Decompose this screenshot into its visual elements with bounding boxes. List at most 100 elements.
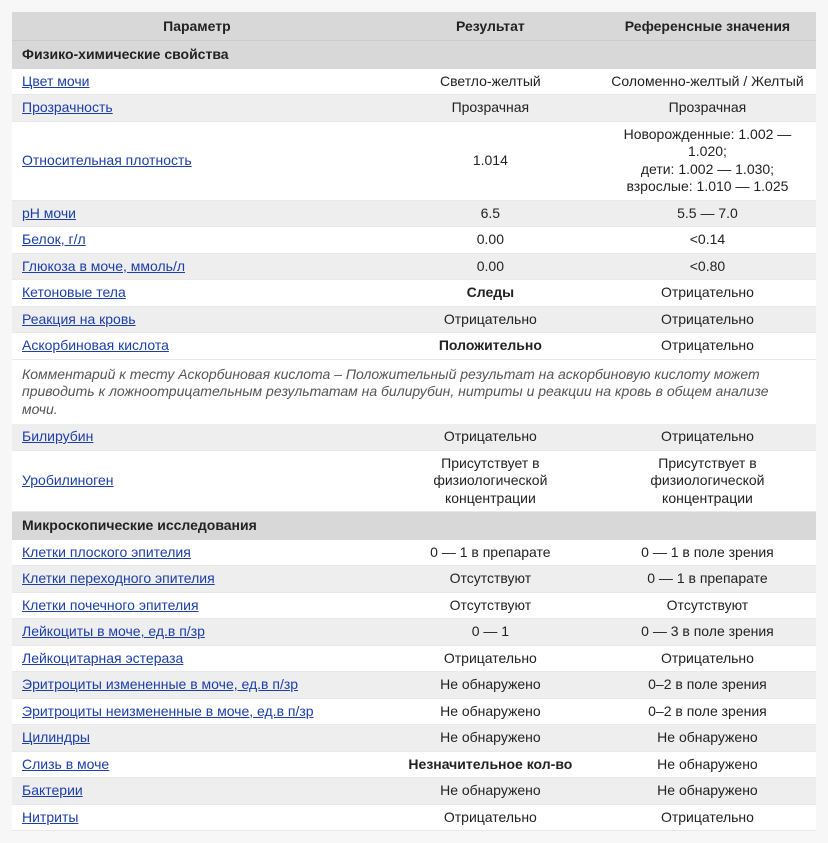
param-cell: Эритроциты измененные в моче, ед.в п/зр xyxy=(12,672,382,699)
param-cell: pH мочи xyxy=(12,200,382,227)
result-cell: 0.00 xyxy=(382,227,599,254)
table-row: Клетки плоского эпителия 0 — 1 в препарат… xyxy=(12,540,816,566)
result-cell: Отсутствуют xyxy=(382,592,599,619)
param-link[interactable]: pH мочи xyxy=(22,205,76,221)
param-cell: Кетоновые тела xyxy=(12,280,382,307)
reference-cell: Не обнаружено xyxy=(599,751,816,778)
reference-cell: 0–2 в поле зрения xyxy=(599,698,816,725)
reference-cell: 0 — 1 в препарате xyxy=(599,566,816,593)
result-cell: Отсутствуют xyxy=(382,566,599,593)
table-row: Реакция на кровьОтрицательноОтрицательно xyxy=(12,306,816,333)
result-cell: 0 — 1 xyxy=(382,619,599,646)
param-link[interactable]: Лейкоциты в моче, ед.в п/зр xyxy=(22,623,205,639)
result-cell: 1.014 xyxy=(382,121,599,200)
table-row: Клетки почечного эпителияОтсутствуютОтсу… xyxy=(12,592,816,619)
table-row: Эритроциты измененные в моче, ед.в п/зр Н… xyxy=(12,672,816,699)
param-link[interactable]: Реакция на кровь xyxy=(22,311,136,327)
param-link[interactable]: Эритроциты измененные в моче, ед.в п/зр xyxy=(22,676,298,692)
param-link[interactable]: Нитриты xyxy=(22,809,78,825)
table-row: Белок, г/л 0.00<0.14 xyxy=(12,227,816,254)
result-cell: Не обнаружено xyxy=(382,672,599,699)
param-link[interactable]: Прозрачность xyxy=(22,99,113,115)
param-link[interactable]: Клетки плоского эпителия xyxy=(22,544,191,560)
table-row: pH мочи6.55.5 — 7.0 xyxy=(12,200,816,227)
table-row: Уробилиноген Присутствует в физиологическ… xyxy=(12,450,816,512)
table-row: БактерииНе обнаруженоНе обнаружено xyxy=(12,778,816,805)
param-cell: Цвет мочи xyxy=(12,69,382,95)
reference-cell: Соломенно-желтый / Желтый xyxy=(599,69,816,95)
result-cell: 0 — 1 в препарате xyxy=(382,540,599,566)
comment-row: Комментарий к тесту Аскорбиновая кислота… xyxy=(12,359,816,424)
table-row: Лейкоцитарная эстеразаОтрицательноОтрица… xyxy=(12,645,816,672)
param-cell: Нитриты xyxy=(12,804,382,831)
reference-cell: Прозрачная xyxy=(599,95,816,122)
reference-cell: Не обнаружено xyxy=(599,725,816,752)
param-link[interactable]: Белок, г/л xyxy=(22,231,86,247)
reference-cell: 5.5 — 7.0 xyxy=(599,200,816,227)
param-link[interactable]: Клетки переходного эпителия xyxy=(22,570,215,586)
table-row: ЦилиндрыНе обнаруженоНе обнаружено xyxy=(12,725,816,752)
param-link[interactable]: Уробилиноген xyxy=(22,472,114,488)
param-link[interactable]: Лейкоцитарная эстераза xyxy=(22,650,183,666)
param-link[interactable]: Эритроциты неизмененные в моче, ед.в п/з… xyxy=(22,703,314,719)
table-row: Цвет мочиСветло-желтыйСоломенно-желтый /… xyxy=(12,69,816,95)
param-link[interactable]: Цилиндры xyxy=(22,729,90,745)
table-row: Глюкоза в моче, ммоль/л0.00<0.80 xyxy=(12,253,816,280)
param-link[interactable]: Бактерии xyxy=(22,782,83,798)
table-header-row: Параметр Результат Референсные значения xyxy=(12,12,816,41)
reference-cell: Новорожденные: 1.002 — 1.020; дети: 1.00… xyxy=(599,121,816,200)
param-cell: Эритроциты неизмененные в моче, ед.в п/з… xyxy=(12,698,382,725)
param-cell: Клетки плоского эпителия xyxy=(12,540,382,566)
table-row: Слизь в моче Незначительное кол-воНе обна… xyxy=(12,751,816,778)
reference-cell: <0.14 xyxy=(599,227,816,254)
table-row: Относительная плотность 1.014Новорожденны… xyxy=(12,121,816,200)
param-cell: Клетки почечного эпителия xyxy=(12,592,382,619)
result-cell: Присутствует в физиологической концентра… xyxy=(382,450,599,512)
param-cell: Относительная плотность xyxy=(12,121,382,200)
section-label: Физико-химические свойства xyxy=(12,41,816,69)
results-table: Параметр Результат Референсные значения … xyxy=(12,12,816,831)
reference-cell: Отрицательно xyxy=(599,804,816,831)
section-header: Физико-химические свойства xyxy=(12,41,816,69)
reference-cell: 0 — 1 в поле зрения xyxy=(599,540,816,566)
param-link[interactable]: Цвет мочи xyxy=(22,73,89,89)
param-cell: Лейкоциты в моче, ед.в п/зр xyxy=(12,619,382,646)
param-link[interactable]: Аскорбиновая кислота xyxy=(22,337,169,353)
table-row: Клетки переходного эпителия Отсутствуют0 … xyxy=(12,566,816,593)
col-parameter: Параметр xyxy=(12,12,382,41)
reference-cell: Отрицательно xyxy=(599,306,816,333)
table-row: Прозрачность ПрозрачнаяПрозрачная xyxy=(12,95,816,122)
param-cell: Лейкоцитарная эстераза xyxy=(12,645,382,672)
param-link[interactable]: Кетоновые тела xyxy=(22,284,126,300)
table-row: Кетоновые телаСледыОтрицательно xyxy=(12,280,816,307)
section-label: Микроскопические исследования xyxy=(12,512,816,540)
param-link[interactable]: Относительная плотность xyxy=(22,152,192,168)
reference-cell: Отрицательно xyxy=(599,333,816,360)
result-cell: Незначительное кол-во xyxy=(382,751,599,778)
result-cell: Не обнаружено xyxy=(382,698,599,725)
result-cell: Прозрачная xyxy=(382,95,599,122)
param-link[interactable]: Слизь в моче xyxy=(22,756,109,772)
param-link[interactable]: Билирубин xyxy=(22,428,93,444)
param-cell: Прозрачность xyxy=(12,95,382,122)
reference-cell: <0.80 xyxy=(599,253,816,280)
param-cell: Слизь в моче xyxy=(12,751,382,778)
param-link[interactable]: Клетки почечного эпителия xyxy=(22,597,199,613)
param-cell: Бактерии xyxy=(12,778,382,805)
param-cell: Билирубин xyxy=(12,424,382,450)
table-row: Эритроциты неизмененные в моче, ед.в п/з… xyxy=(12,698,816,725)
param-cell: Глюкоза в моче, ммоль/л xyxy=(12,253,382,280)
reference-cell: Отрицательно xyxy=(599,645,816,672)
param-cell: Аскорбиновая кислота xyxy=(12,333,382,360)
table-row: Аскорбиновая кислотаПоложительноОтрицате… xyxy=(12,333,816,360)
param-cell: Уробилиноген xyxy=(12,450,382,512)
col-reference: Референсные значения xyxy=(599,12,816,41)
comment-text: Комментарий к тесту Аскорбиновая кислота… xyxy=(12,359,816,424)
section-header: Микроскопические исследования xyxy=(12,512,816,540)
param-cell: Цилиндры xyxy=(12,725,382,752)
table-row: Лейкоциты в моче, ед.в п/зр0 — 10 — 3 в … xyxy=(12,619,816,646)
table-row: НитритыОтрицательноОтрицательно xyxy=(12,804,816,831)
param-link[interactable]: Глюкоза в моче, ммоль/л xyxy=(22,258,185,274)
reference-cell: Не обнаружено xyxy=(599,778,816,805)
reference-cell: Отрицательно xyxy=(599,280,816,307)
